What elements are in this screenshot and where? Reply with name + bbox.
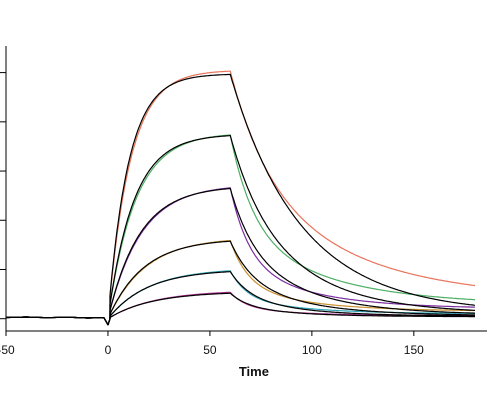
x-tick-label: 0	[105, 343, 112, 357]
series-layer	[5, 70, 476, 326]
fit-curve-11	[5, 271, 475, 326]
x-tick-label: -50	[0, 343, 15, 357]
axes-layer: -50 0 50 100 150	[0, 46, 487, 357]
fit-curve-12	[5, 292, 475, 326]
x-tick-label: 50	[203, 343, 217, 357]
fit-curve-9	[5, 187, 475, 326]
x-tick-label: 100	[302, 343, 322, 357]
x-axis-title: Time	[239, 364, 269, 379]
sensorgram-curve-2	[5, 134, 476, 326]
fit-curve-8	[5, 135, 476, 326]
x-tick-label: 150	[404, 343, 424, 357]
fit-curve-7	[5, 73, 476, 326]
fit-curve-10	[5, 240, 476, 326]
sensorgram-curve-1	[5, 70, 476, 326]
